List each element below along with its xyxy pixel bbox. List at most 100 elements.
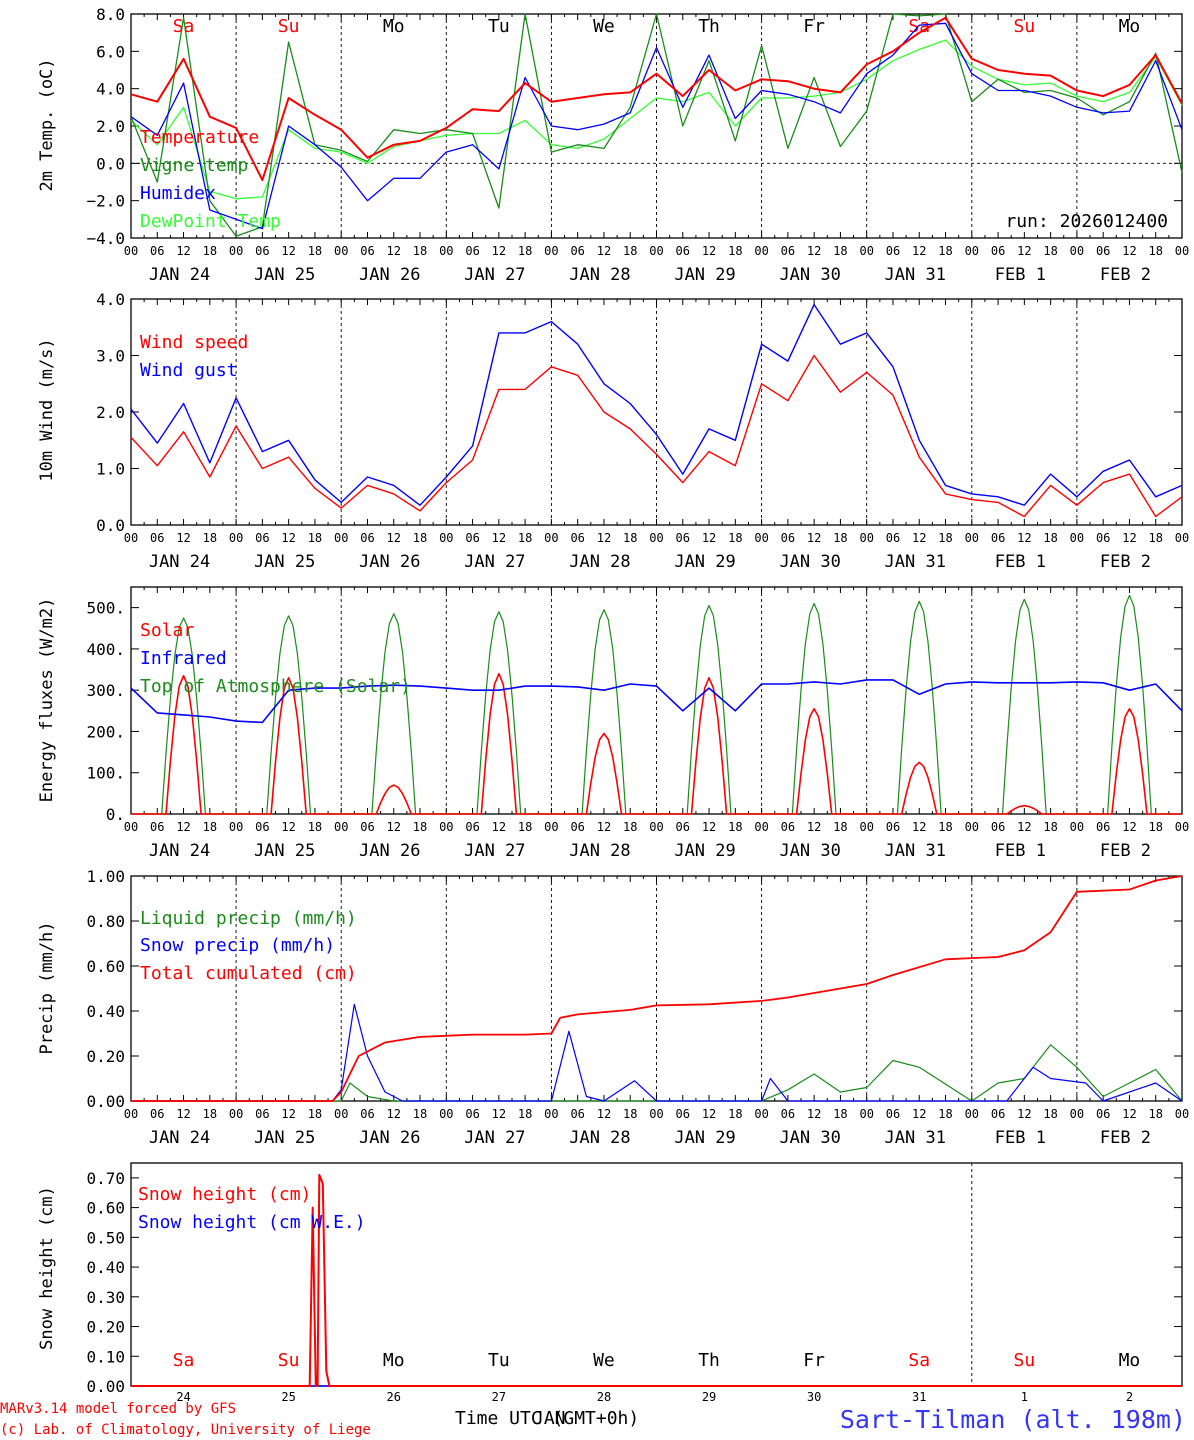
short-date-label: 25	[281, 1390, 295, 1404]
hour-label: 12	[1017, 1107, 1031, 1121]
ytick-label: 0.50	[86, 1228, 125, 1247]
hour-label: 00	[334, 820, 348, 834]
ylabel-precip: Precip (mm/h)	[37, 921, 57, 1054]
hour-label: 06	[886, 531, 900, 545]
date-label: JAN 25	[254, 265, 315, 285]
hour-label: 12	[176, 820, 190, 834]
date-label: JAN 30	[779, 1128, 840, 1148]
short-date-label: 27	[492, 1390, 506, 1404]
hour-label: 18	[1043, 244, 1057, 258]
date-label: JAN 30	[779, 841, 840, 861]
hour-label: 06	[255, 1107, 269, 1121]
weekday-label: Mo	[383, 16, 405, 37]
panel-wind: 4.03.02.01.00.000 06 12 18 00 06 12 18 00 06 12 18 0…	[96, 290, 1189, 572]
hour-label: 06	[991, 244, 1005, 258]
ytick-label: 500.	[86, 599, 125, 618]
weekday-label: Fr	[803, 1350, 825, 1371]
hour-label: 06	[781, 244, 795, 258]
date-label: JAN 25	[254, 841, 315, 861]
hour-label: 06	[570, 820, 584, 834]
hour-label: 12	[912, 244, 926, 258]
ytick-label: 0.40	[86, 1002, 125, 1021]
hour-label: 06	[465, 531, 479, 545]
ytick-label: 0.70	[86, 1169, 125, 1188]
weekday-label: Mo	[1119, 16, 1141, 37]
hour-label: 00	[965, 531, 979, 545]
hour-label: 18	[833, 531, 847, 545]
weekday-label: Sa	[173, 16, 195, 37]
panel-snow: 0.70 0.60 0.50 0.40 0.30 0.20 0.10 0.00 24 25 26 27…	[86, 1162, 1183, 1404]
date-label: FEB 1	[995, 841, 1046, 861]
ytick-label: 1.0	[96, 460, 125, 479]
hour-label: 00	[124, 244, 138, 258]
hour-label: 12	[702, 244, 716, 258]
ytick-label: 400.	[86, 640, 125, 659]
date-label: JAN 25	[254, 1128, 315, 1148]
hour-label: 12	[597, 244, 611, 258]
ytick-label: 200.	[86, 722, 125, 741]
hour-label: 12	[176, 244, 190, 258]
ytick-label: 4.0	[96, 80, 125, 99]
legend-liquid-precip: Liquid precip (mm/h)	[140, 908, 357, 929]
hour-label: 00	[965, 820, 979, 834]
hour-label: 12	[281, 820, 295, 834]
legend-humidex: Humidex	[140, 183, 216, 204]
hour-label: 12	[281, 1107, 295, 1121]
date-label: JAN 29	[674, 841, 735, 861]
hour-label: 00	[439, 1107, 453, 1121]
ytick-label: 0.20	[86, 1047, 125, 1066]
ytick-label: 0.80	[86, 912, 125, 931]
hour-label: 00	[229, 1107, 243, 1121]
hour-label: 18	[308, 1107, 322, 1121]
hour-label: 06	[360, 244, 374, 258]
hour-label: 12	[597, 531, 611, 545]
hour-label: 00	[1070, 820, 1084, 834]
date-label: JAN 24	[149, 265, 210, 285]
ylabel-snow: Snow height (cm)	[37, 1186, 57, 1350]
hour-label: 12	[1122, 531, 1136, 545]
date-label: FEB 1	[995, 1128, 1046, 1148]
ytick-label: 0.20	[86, 1318, 125, 1337]
hour-label: 06	[886, 820, 900, 834]
date-label: JAN 26	[359, 1128, 420, 1148]
short-date-label: 24	[176, 1390, 190, 1404]
hour-label: 00	[544, 531, 558, 545]
weekday-label: We	[593, 1350, 615, 1371]
hour-label: 18	[623, 820, 637, 834]
date-label: JAN 25	[254, 552, 315, 572]
ytick-label: 3.0	[96, 347, 125, 366]
hour-label: 18	[203, 820, 217, 834]
date-label: JAN 27	[464, 552, 525, 572]
date-label: JAN 28	[569, 1128, 630, 1148]
hour-label: 00	[229, 244, 243, 258]
hour-label: 18	[203, 1107, 217, 1121]
hour-label: 12	[281, 244, 295, 258]
date-label: FEB 2	[1100, 841, 1151, 861]
ytick-label: 2.0	[96, 403, 125, 422]
hour-label: 06	[570, 531, 584, 545]
hour-label: 18	[308, 531, 322, 545]
hour-label: 00	[439, 820, 453, 834]
hour-label: 06	[255, 244, 269, 258]
hour-label: 00	[649, 1107, 663, 1121]
hour-label: 06	[781, 531, 795, 545]
weekday-label: Su	[278, 1350, 300, 1371]
series-solar	[131, 672, 1182, 815]
date-label: JAN 28	[569, 552, 630, 572]
date-label: JAN 31	[885, 1128, 946, 1148]
date-label: JAN 28	[569, 841, 630, 861]
series-total-cumulated	[131, 875, 1183, 1102]
hour-label: 06	[1096, 531, 1110, 545]
hour-label: 12	[807, 820, 821, 834]
hour-label: 00	[1070, 1107, 1084, 1121]
hour-label: 00	[334, 244, 348, 258]
hour-label: 00	[1175, 1107, 1189, 1121]
series-vigne-temp	[130, 13, 1183, 237]
ylabel-wind: 10m Wind (m/s)	[37, 338, 57, 481]
time-axis-label: Time UTC (GMT+0h)	[455, 1408, 639, 1429]
date-label: JAN 31	[885, 552, 946, 572]
hour-label: 06	[886, 244, 900, 258]
weekday-label: Su	[278, 16, 300, 37]
hour-label: 12	[387, 531, 401, 545]
legend-snow-height: Snow height (cm)	[138, 1184, 311, 1205]
